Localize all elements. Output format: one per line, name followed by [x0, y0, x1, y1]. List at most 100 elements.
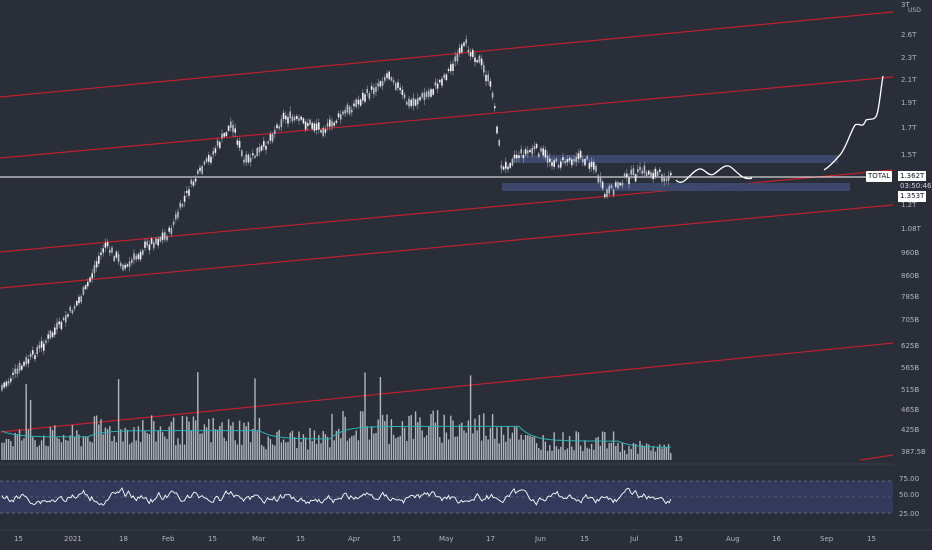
candle-body	[351, 109, 353, 113]
volume-bar	[606, 448, 608, 460]
volume-bar	[586, 447, 588, 460]
candle-body	[590, 161, 593, 167]
candle-body	[434, 82, 437, 86]
candle-body	[126, 264, 129, 267]
volume-bar	[652, 446, 654, 460]
volume-bar	[364, 372, 366, 460]
candle-body	[287, 117, 289, 124]
volume-bar	[617, 442, 619, 460]
candle-body	[111, 247, 113, 253]
volume-bar	[351, 436, 353, 460]
channel-line-extra	[859, 454, 894, 461]
volume-bar	[73, 436, 76, 460]
projection-path[interactable]	[675, 75, 884, 183]
volume-bar	[566, 448, 569, 460]
candle-body	[474, 57, 476, 63]
volume-bar	[161, 432, 164, 460]
volume-bar	[115, 442, 118, 460]
volume-bar	[366, 426, 368, 460]
volume-bar	[58, 438, 60, 460]
time-axis-label: Aug	[726, 535, 740, 543]
candle-body	[628, 177, 630, 185]
candle-body	[14, 368, 16, 374]
candle-body	[161, 232, 164, 241]
candle-body	[84, 285, 87, 290]
candle-body	[307, 123, 309, 127]
candle-body	[148, 244, 151, 251]
candle-body	[579, 150, 582, 158]
volume-bar	[179, 444, 181, 460]
candle-body	[293, 116, 296, 121]
candle-body	[197, 170, 199, 174]
volume-bar	[148, 434, 151, 460]
price-axis-label: 425B	[901, 426, 920, 434]
volume-bar	[665, 447, 668, 460]
candle-body	[135, 255, 137, 260]
volume-bar	[489, 428, 492, 460]
candle-body	[423, 92, 426, 101]
candle-body	[93, 265, 96, 274]
time-axis-label: Feb	[162, 535, 175, 543]
candle-body	[359, 99, 362, 106]
volume-bar	[137, 426, 140, 460]
volume-bar	[111, 441, 113, 460]
rsi-axis-label: 75.00	[899, 475, 920, 483]
volume-bar	[7, 439, 10, 460]
volume-bar	[234, 440, 236, 460]
channel-lines[interactable]	[0, 11, 894, 461]
candle-body	[150, 238, 153, 244]
candle-body	[417, 97, 419, 105]
candle-body	[133, 253, 135, 260]
candle-body	[524, 149, 527, 155]
volume-bar	[271, 444, 274, 460]
candle-body	[542, 148, 544, 156]
candle-body	[296, 115, 298, 119]
candle-body	[401, 89, 404, 96]
volume-bar	[414, 411, 417, 460]
candle-body	[348, 106, 351, 114]
candle-body	[439, 79, 441, 83]
volume-bar	[458, 424, 461, 460]
candle-body	[623, 173, 626, 177]
price-axis-label: 2.3T	[901, 54, 917, 62]
zones[interactable]	[502, 155, 850, 191]
volume-bar	[553, 432, 555, 460]
candle-body	[34, 355, 36, 360]
volume-bar	[69, 435, 71, 460]
volume-bar	[659, 444, 661, 460]
volume-bar	[289, 432, 291, 460]
volume-bar	[518, 439, 520, 460]
volume-bar	[124, 427, 126, 460]
volume-bar	[71, 424, 74, 460]
candle-body	[648, 170, 650, 175]
volume-bar	[384, 421, 386, 460]
volume-bar	[441, 442, 443, 460]
volume-bar	[34, 440, 36, 460]
volume-bar	[381, 414, 384, 460]
time-axis-label: 15	[580, 535, 589, 543]
candle-body	[441, 78, 443, 86]
candle-body	[175, 214, 177, 220]
channel-line-lower	[0, 204, 894, 289]
volume-bar	[469, 375, 472, 460]
candle-body	[249, 157, 252, 163]
candle-body	[155, 238, 157, 244]
volume-bar	[265, 449, 267, 460]
candle-body	[104, 242, 107, 248]
volume-bar	[43, 435, 45, 460]
candle-body	[549, 158, 551, 162]
volume-bar	[505, 441, 507, 460]
volume-bar	[421, 430, 423, 460]
candle-body	[584, 158, 586, 166]
volume-bar	[223, 437, 225, 460]
volume-bar	[392, 434, 395, 460]
volume-bar	[54, 425, 56, 460]
candle-body	[465, 39, 467, 44]
candle-body	[425, 91, 428, 98]
candle-body	[298, 118, 300, 121]
candle-body	[650, 172, 652, 178]
volume-bar	[10, 440, 12, 460]
candle-body	[551, 162, 553, 167]
volume-bar	[89, 441, 91, 460]
